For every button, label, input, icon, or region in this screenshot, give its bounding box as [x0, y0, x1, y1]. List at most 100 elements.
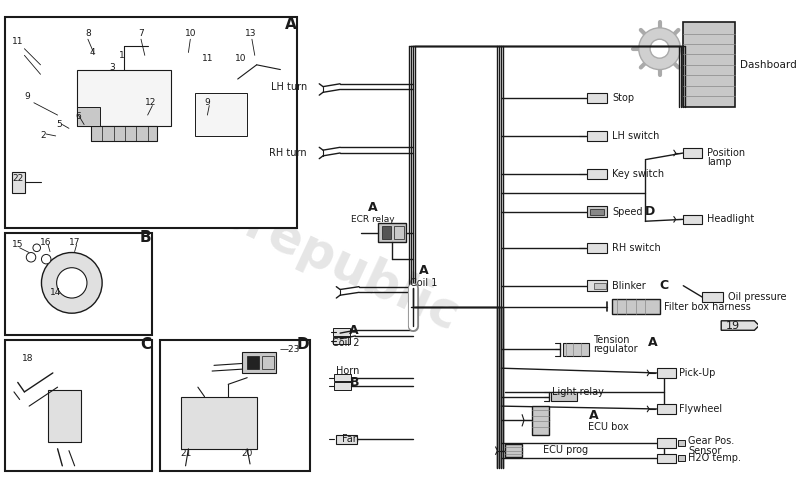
Bar	[531, 406, 549, 434]
Text: Speed: Speed	[612, 207, 642, 217]
Text: H2O temp.: H2O temp.	[688, 453, 741, 463]
Text: A: A	[419, 264, 428, 277]
Text: 9: 9	[24, 92, 30, 101]
Text: ECR relay: ECR relay	[351, 215, 394, 224]
Text: 10: 10	[185, 29, 196, 38]
Bar	[48, 390, 81, 442]
Bar	[160, 340, 310, 470]
Text: 3: 3	[109, 63, 115, 72]
Text: D: D	[296, 337, 309, 352]
Bar	[586, 93, 607, 103]
Circle shape	[42, 254, 51, 264]
Bar	[594, 283, 606, 288]
Bar	[586, 169, 607, 179]
Bar	[242, 352, 276, 373]
Bar	[336, 434, 357, 444]
Text: C: C	[140, 337, 151, 352]
Bar	[505, 444, 522, 457]
Text: partsrepublic: partsrepublic	[104, 139, 467, 342]
Bar	[335, 383, 352, 390]
Text: 20: 20	[241, 449, 252, 458]
Text: Sensor: Sensor	[688, 446, 721, 456]
Polygon shape	[721, 321, 759, 330]
Circle shape	[638, 28, 681, 70]
Text: 6: 6	[76, 112, 81, 122]
Bar	[683, 215, 702, 224]
Text: Position: Position	[707, 148, 745, 158]
Text: Stop: Stop	[612, 93, 634, 103]
Text: B: B	[140, 230, 152, 245]
Circle shape	[650, 39, 669, 58]
Text: 10: 10	[235, 54, 246, 62]
Text: —23: —23	[280, 345, 300, 354]
Text: A: A	[349, 324, 359, 337]
Text: D: D	[646, 205, 656, 218]
Text: lamp: lamp	[707, 158, 732, 167]
Text: 11: 11	[201, 54, 213, 62]
Bar	[181, 397, 256, 449]
Text: Coil 2: Coil 2	[332, 338, 359, 347]
Text: B: B	[349, 376, 359, 389]
Bar	[378, 223, 407, 242]
Text: Headlight: Headlight	[707, 214, 754, 224]
Text: 11: 11	[12, 37, 23, 45]
Text: A: A	[589, 409, 598, 422]
Bar	[335, 374, 352, 382]
Text: 4: 4	[89, 48, 95, 57]
Text: LH switch: LH switch	[612, 131, 659, 141]
Text: Coil 1: Coil 1	[410, 278, 437, 288]
Text: A: A	[285, 17, 297, 32]
Text: 5: 5	[57, 120, 62, 129]
Bar	[6, 233, 153, 335]
Bar	[332, 328, 350, 336]
Bar	[91, 126, 157, 141]
Text: C: C	[660, 279, 669, 292]
Text: Flywheel: Flywheel	[679, 404, 722, 414]
Text: 7: 7	[138, 29, 144, 38]
Text: 2: 2	[41, 131, 46, 141]
Text: ECU box: ECU box	[589, 422, 630, 432]
Text: 1: 1	[119, 51, 125, 60]
Text: 15: 15	[12, 241, 23, 249]
Bar	[6, 340, 153, 470]
Text: RH turn: RH turn	[269, 148, 307, 158]
Bar	[6, 18, 297, 228]
Text: regulator: regulator	[593, 344, 638, 354]
Text: Tension: Tension	[593, 335, 630, 345]
Bar	[332, 337, 350, 345]
Bar	[77, 107, 100, 126]
Bar	[262, 356, 274, 369]
Text: ECU prog: ECU prog	[543, 445, 588, 455]
Text: Light relay: Light relay	[552, 387, 604, 397]
Bar	[657, 453, 676, 463]
Text: 9: 9	[205, 98, 210, 107]
Text: 19: 19	[726, 321, 740, 330]
Text: Oil pressure: Oil pressure	[728, 292, 786, 302]
Circle shape	[26, 252, 36, 262]
Bar	[683, 22, 735, 107]
Text: 8: 8	[85, 29, 91, 38]
Bar	[195, 93, 247, 136]
Text: Blinker: Blinker	[612, 281, 646, 291]
Bar	[657, 404, 676, 414]
Text: 16: 16	[41, 238, 52, 246]
Bar	[586, 206, 607, 218]
Bar	[590, 209, 604, 215]
Bar	[586, 280, 607, 291]
Text: Key switch: Key switch	[612, 169, 664, 179]
Bar	[586, 243, 607, 252]
Bar	[657, 368, 676, 378]
Text: 22: 22	[12, 174, 23, 183]
Text: 21: 21	[180, 449, 191, 458]
Bar	[612, 299, 660, 314]
Text: LH turn: LH turn	[271, 81, 307, 92]
Text: Fan: Fan	[342, 434, 359, 444]
Bar	[551, 392, 577, 401]
Bar	[586, 131, 607, 141]
Bar	[394, 226, 403, 239]
Bar	[657, 438, 676, 448]
Bar	[12, 172, 26, 193]
Text: Pick-Up: Pick-Up	[679, 368, 716, 378]
Bar	[77, 70, 171, 126]
Text: A: A	[368, 201, 377, 214]
